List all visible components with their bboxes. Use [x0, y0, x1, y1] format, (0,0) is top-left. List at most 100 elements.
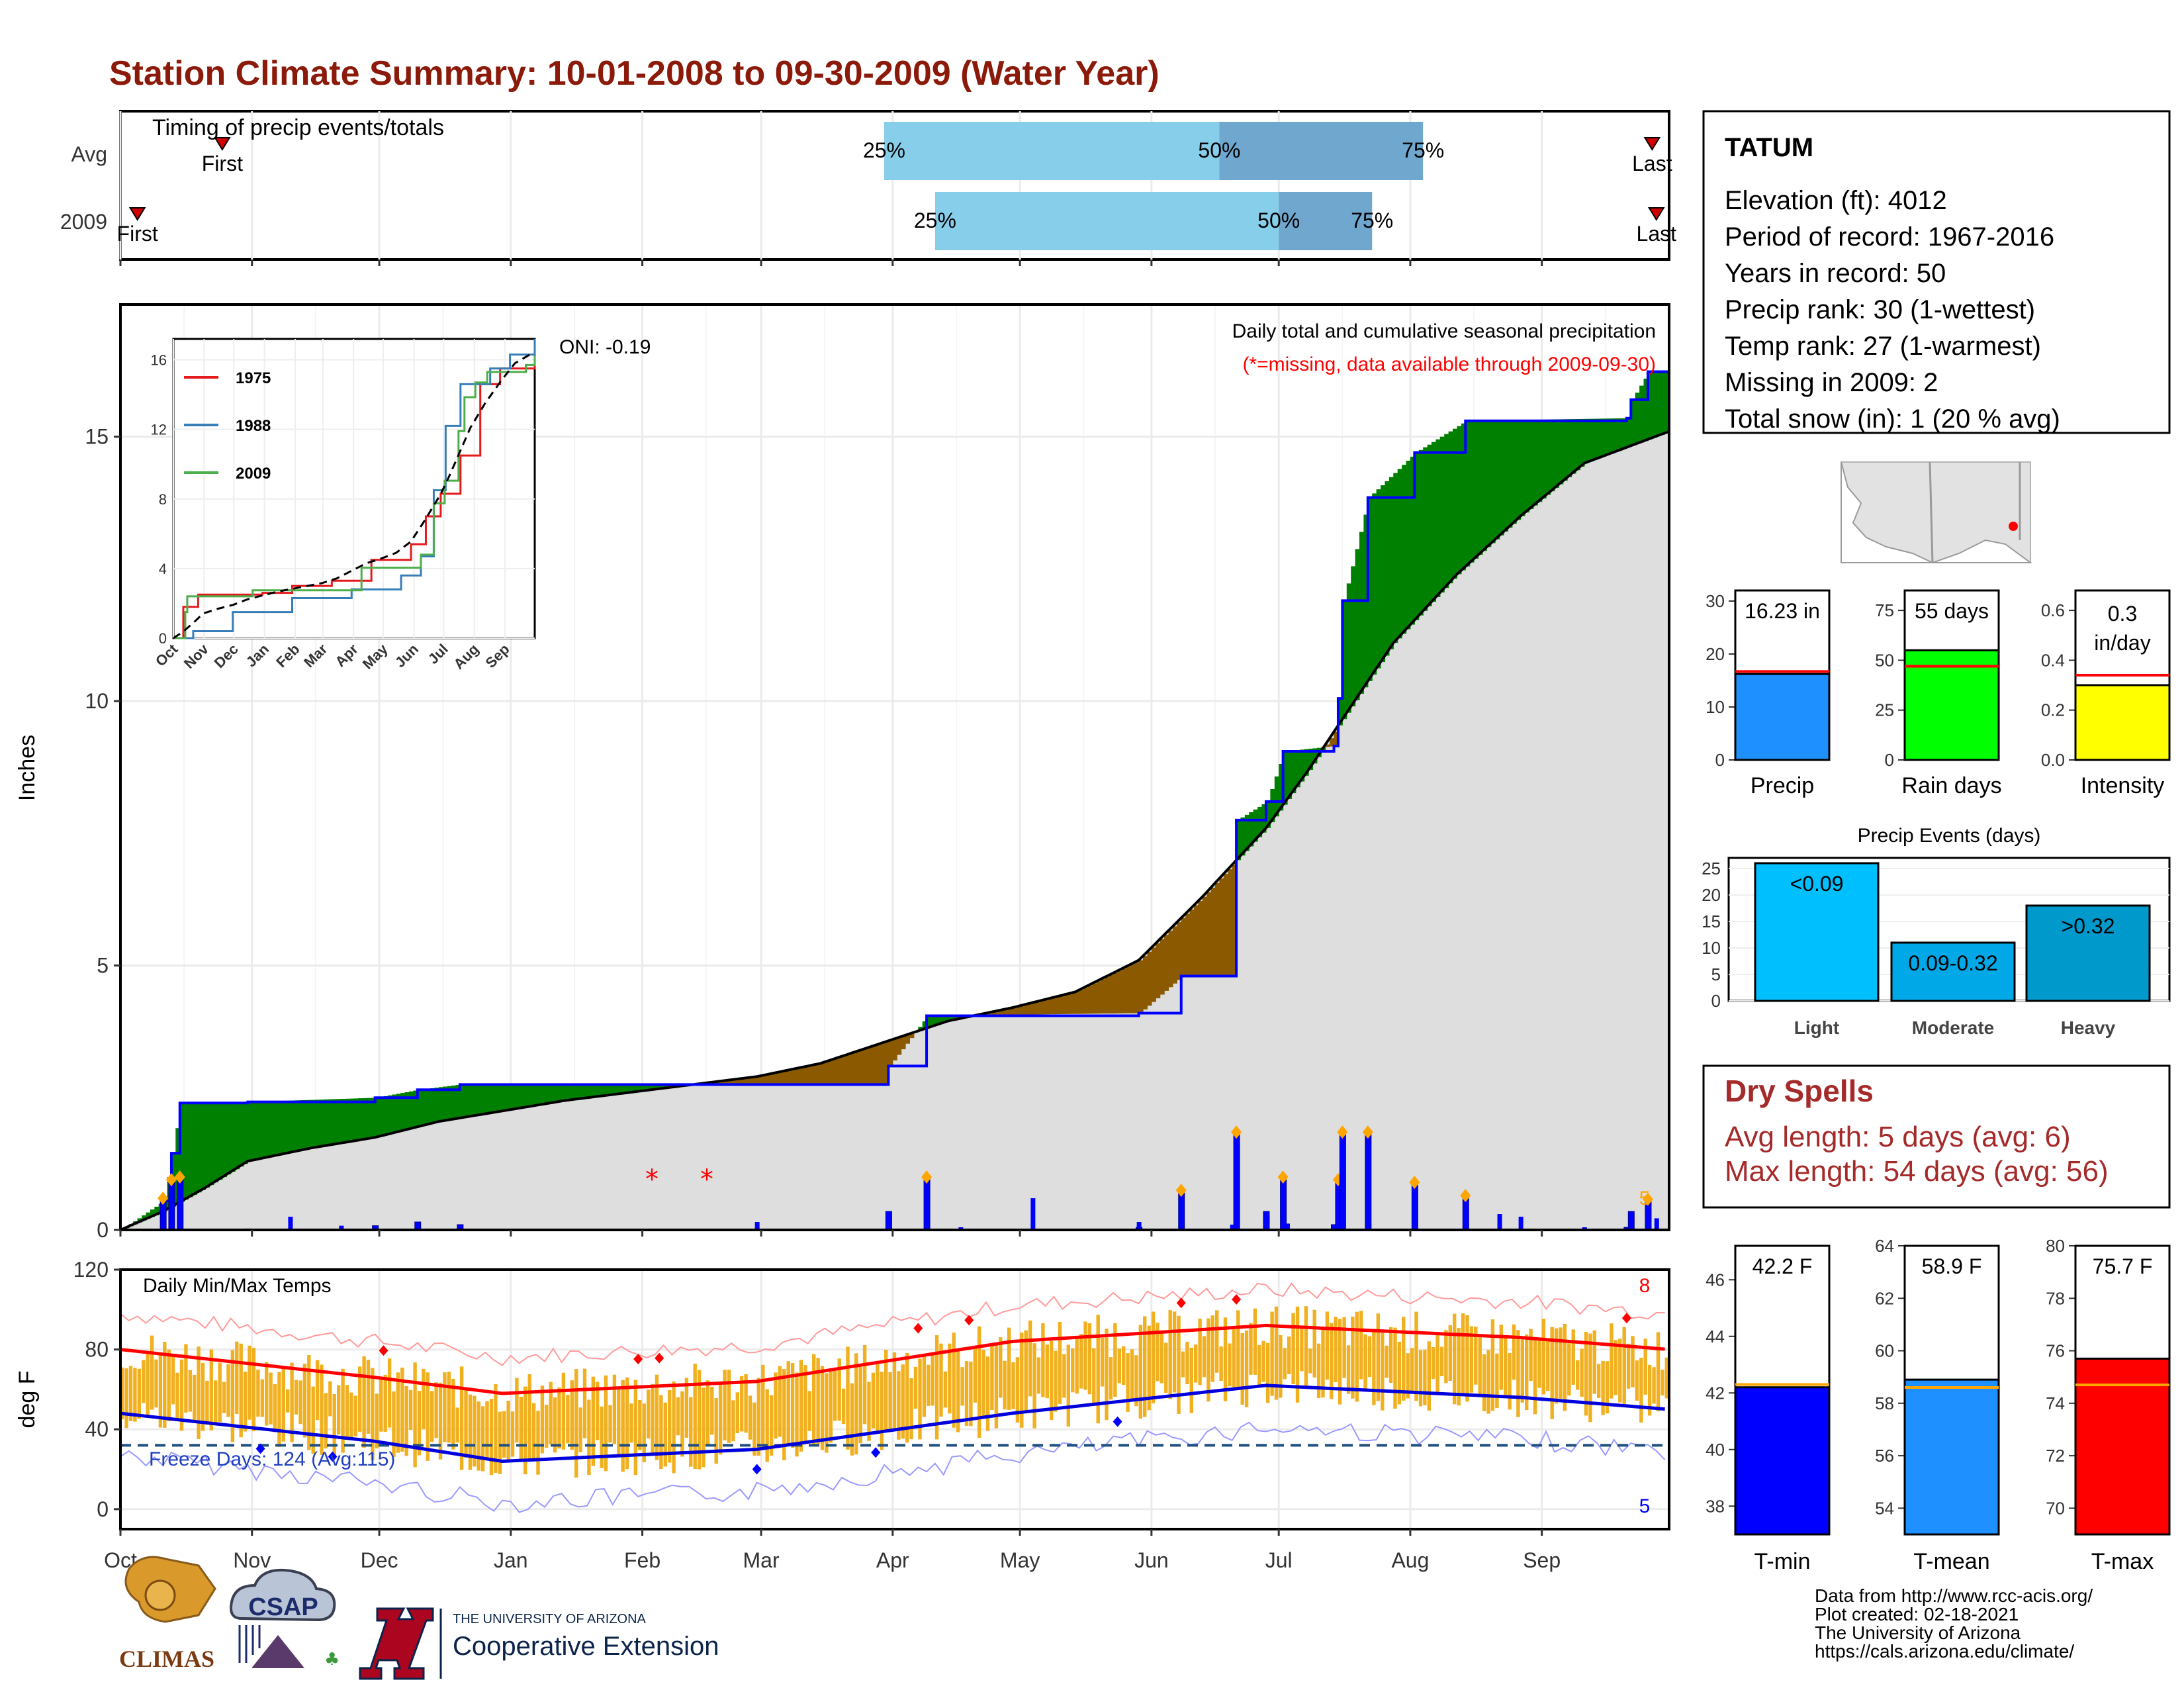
avg-cumulative-area: [120, 431, 1669, 1231]
daily-temp-bar: [324, 1393, 328, 1449]
events-category-label: Light: [1794, 1017, 1839, 1038]
daily-precip-bar: [1365, 1134, 1372, 1231]
above-avg-fill: [1647, 371, 1653, 440]
mini-value-label: in/day: [2094, 631, 2150, 655]
daily-temp-bar: [1177, 1315, 1181, 1414]
events-bar-label: 0.09-0.32: [1908, 951, 1997, 975]
temp-y-tick-label: 40: [85, 1417, 109, 1441]
daily-temp-bar: [362, 1356, 366, 1448]
daily-temp-bar: [697, 1370, 702, 1470]
mini-y-tick-label: 25: [1875, 700, 1894, 720]
above-avg-fill: [1597, 418, 1602, 459]
daily-temp-bar: [1418, 1350, 1423, 1407]
below-avg-fill: [1096, 981, 1101, 1014]
daily-temp-bar: [1041, 1323, 1045, 1397]
daily-temp-bar: [298, 1380, 302, 1425]
daily-temp-bar: [553, 1397, 557, 1453]
daily-temp-bar: [918, 1358, 922, 1440]
above-avg-fill: [1300, 749, 1305, 782]
precip-y-tick-label: 10: [85, 689, 109, 713]
month-tick-label: Dec: [361, 1548, 398, 1572]
daily-temp-bar: [1359, 1311, 1363, 1380]
below-avg-fill: [1219, 878, 1224, 976]
csap-mountain: [251, 1635, 304, 1668]
daily-temp-bar: [1079, 1334, 1083, 1389]
daily-temp-bar: [612, 1374, 617, 1444]
mini-y-tick-label: 0.4: [2041, 650, 2065, 670]
mini-y-tick-label: 30: [1706, 591, 1725, 611]
cactus-icon: ♣: [324, 1650, 340, 1669]
daily-temp-bar: [408, 1389, 413, 1430]
below-avg-fill: [714, 1082, 719, 1085]
station-precip-rank: Precip rank: 30 (1-wettest): [1725, 295, 2035, 324]
daily-temp-bar: [727, 1370, 731, 1443]
csap-rain-lines: [238, 1625, 261, 1663]
above-avg-fill: [1266, 801, 1271, 828]
last-event-marker: [1643, 137, 1661, 151]
daily-temp-bar: [934, 1335, 939, 1440]
daily-temp-bar: [1618, 1338, 1622, 1403]
daily-temp-bar: [1351, 1317, 1355, 1399]
above-avg-fill: [205, 1102, 210, 1188]
daily-temp-bar: [1181, 1351, 1185, 1378]
daily-temp-bar: [718, 1382, 723, 1455]
above-avg-fill: [201, 1102, 206, 1190]
inset-y-tick-label: 12: [151, 422, 167, 438]
daily-temp-bar: [1223, 1317, 1228, 1401]
daily-temp-bar: [1206, 1318, 1210, 1402]
above-avg-fill: [582, 1084, 588, 1099]
daily-temp-bar: [952, 1333, 956, 1428]
daily-temp-bar: [990, 1346, 994, 1411]
above-avg-fill: [328, 1099, 334, 1145]
daily-temp-bar: [1287, 1336, 1291, 1374]
footer-university: The University of Arizona: [1815, 1622, 2021, 1643]
daily-temp-bar: [578, 1407, 582, 1452]
daily-temp-bar: [1631, 1336, 1635, 1387]
above-avg-fill: [1385, 481, 1390, 656]
below-avg-fill: [867, 1047, 872, 1085]
daily-temp-bar: [277, 1372, 281, 1447]
daily-temp-bar: [790, 1363, 795, 1448]
above-avg-fill: [1308, 749, 1314, 770]
daily-temp-bar: [1504, 1336, 1508, 1396]
above-avg-fill: [1367, 497, 1373, 681]
daily-temp-bar: [1138, 1325, 1142, 1419]
below-avg-fill: [1105, 977, 1110, 1014]
daily-temp-bar: [1126, 1353, 1130, 1412]
daily-temp-bar: [1117, 1348, 1121, 1383]
climas-logo: CLIMAS: [119, 1556, 216, 1672]
daily-temp-bar: [1478, 1336, 1482, 1395]
above-avg-fill: [536, 1084, 541, 1105]
daily-temp-bar: [633, 1380, 638, 1476]
below-avg-fill: [790, 1069, 796, 1085]
mini-y-tick-label: 0.6: [2041, 600, 2065, 620]
daily-temp-bar: [120, 1367, 124, 1419]
daily-precip-bar: [1654, 1218, 1659, 1230]
heavy-precip-marker: [1231, 1125, 1242, 1139]
daily-temp-bar: [320, 1364, 324, 1455]
daily-temp-bar: [1045, 1344, 1049, 1399]
heavy-precip-marker: [174, 1170, 185, 1184]
above-avg-fill: [531, 1084, 537, 1106]
ua-cooperative-extension: Cooperative Extension: [453, 1632, 719, 1661]
above-avg-fill: [1605, 418, 1610, 455]
daily-temp-bar: [1279, 1335, 1283, 1398]
above-avg-fill: [142, 1215, 147, 1221]
above-avg-fill: [337, 1099, 342, 1144]
below-avg-fill: [1028, 1004, 1033, 1015]
temp-panel: 0 40 80 120 deg F Daily Min/Max Temps Freez…: [15, 1258, 1670, 1530]
below-avg-fill: [1160, 939, 1165, 995]
daily-temp-bar: [1130, 1349, 1134, 1400]
daily-temp-bar: [1635, 1360, 1639, 1401]
daily-temp-bar: [1210, 1315, 1214, 1382]
station-missing: Missing in 2009: 2: [1725, 368, 1938, 397]
daily-temp-bar: [498, 1411, 502, 1474]
daily-temp-bar: [133, 1368, 137, 1422]
record-high-marker: [1176, 1297, 1186, 1309]
daily-temp-bar: [273, 1384, 277, 1432]
above-avg-fill: [489, 1084, 494, 1113]
above-avg-fill: [383, 1096, 388, 1135]
station-years: Years in record: 50: [1725, 259, 1946, 288]
above-avg-fill: [260, 1102, 265, 1159]
below-avg-fill: [1122, 968, 1127, 1013]
